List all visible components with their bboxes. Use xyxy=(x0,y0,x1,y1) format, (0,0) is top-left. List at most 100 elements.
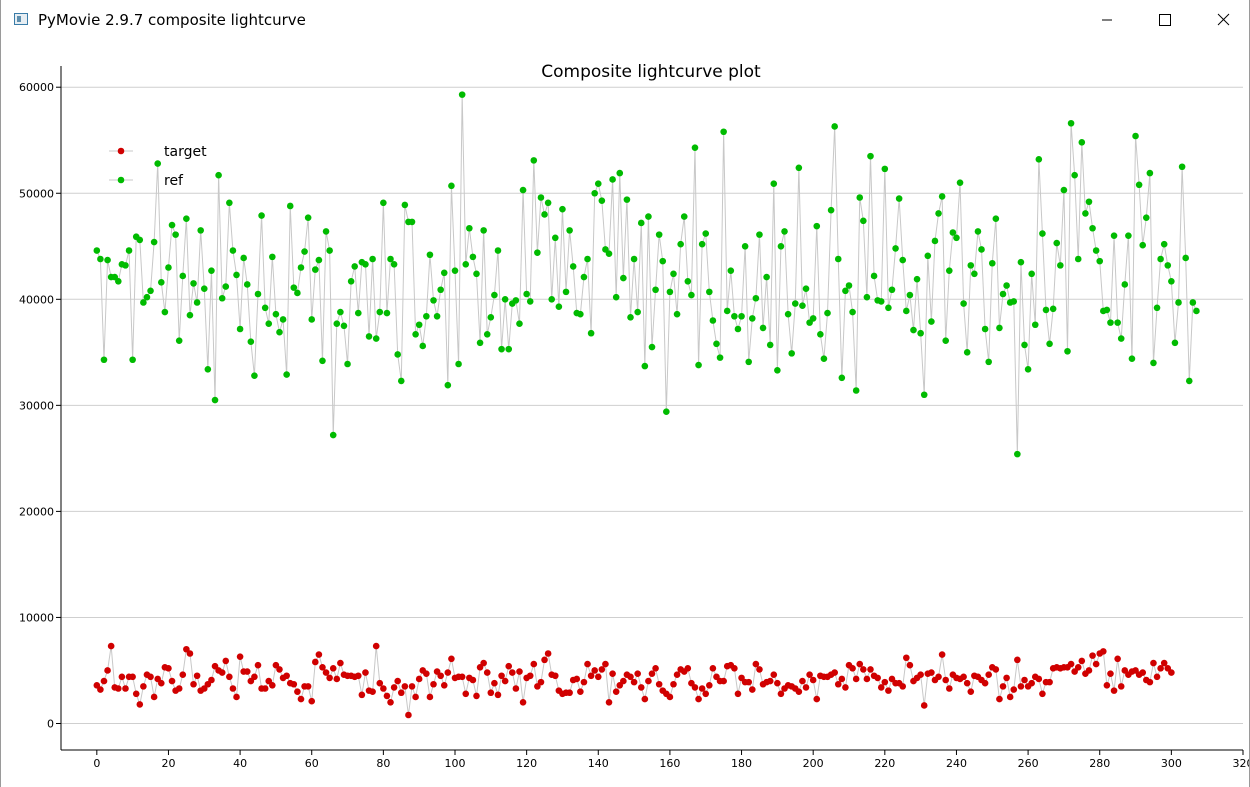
data-point-target xyxy=(1150,659,1157,667)
data-point-ref xyxy=(1107,319,1114,326)
data-point-ref xyxy=(706,288,713,296)
data-point-target xyxy=(655,680,663,688)
data-point-ref xyxy=(1074,255,1082,263)
data-point-ref xyxy=(1103,306,1111,314)
data-point-ref xyxy=(627,314,634,321)
data-point-target xyxy=(526,672,534,680)
data-point-ref xyxy=(351,263,359,270)
data-point-ref xyxy=(1039,230,1046,237)
data-point-ref xyxy=(777,242,785,250)
data-point-ref xyxy=(337,308,344,316)
data-point-ref xyxy=(856,194,864,201)
data-point-target xyxy=(1021,676,1028,684)
data-point-ref xyxy=(419,342,427,350)
data-point-ref xyxy=(1164,262,1172,269)
data-point-ref xyxy=(183,215,190,223)
data-point-target xyxy=(620,677,627,685)
data-point-target xyxy=(612,688,620,695)
data-point-target xyxy=(308,697,316,705)
data-point-ref xyxy=(165,264,172,271)
data-point-ref xyxy=(1096,257,1104,265)
data-point-ref xyxy=(1071,171,1078,179)
data-point-ref xyxy=(426,251,434,259)
data-point-target xyxy=(802,684,810,691)
data-point-target xyxy=(573,675,581,683)
data-point-ref xyxy=(1085,198,1093,206)
data-point-ref xyxy=(1057,262,1064,269)
data-point-ref xyxy=(709,317,717,324)
x-tick-label: 100 xyxy=(445,757,466,770)
data-point-ref xyxy=(910,326,917,334)
data-point-ref xyxy=(623,196,631,203)
data-point-ref xyxy=(748,315,756,322)
data-point-ref xyxy=(423,312,430,320)
data-point-ref xyxy=(380,199,387,207)
data-point-ref xyxy=(677,240,684,248)
data-point-target xyxy=(1078,657,1086,665)
data-point-ref xyxy=(175,337,183,344)
data-point-target xyxy=(458,673,466,681)
data-point-ref xyxy=(698,240,706,248)
data-point-ref xyxy=(928,318,935,325)
data-point-ref xyxy=(97,255,104,263)
data-point-target xyxy=(799,677,806,685)
data-point-ref xyxy=(741,242,749,250)
data-point-ref xyxy=(487,314,495,321)
data-point-target xyxy=(945,685,953,692)
window-title: PyMovie 2.9.7 composite lightcurve xyxy=(38,11,306,29)
data-point-target xyxy=(243,668,251,675)
data-point-ref xyxy=(440,269,448,277)
maximize-button[interactable] xyxy=(1136,0,1194,40)
data-point-ref xyxy=(630,255,638,263)
data-point-ref xyxy=(913,275,921,283)
data-point-ref xyxy=(1132,132,1139,140)
data-point-target xyxy=(397,689,405,697)
data-point-ref xyxy=(104,256,111,264)
data-point-target xyxy=(1153,673,1161,681)
data-point-ref xyxy=(680,213,688,220)
data-point-target xyxy=(233,693,240,701)
data-point-ref xyxy=(1031,321,1039,329)
data-point-ref xyxy=(329,431,337,439)
data-point-ref xyxy=(1042,306,1050,314)
data-point-ref xyxy=(784,310,792,318)
data-point-ref xyxy=(301,248,308,255)
data-point-target xyxy=(440,682,448,689)
data-point-ref xyxy=(204,365,212,373)
data-point-target xyxy=(118,673,126,681)
data-point-ref xyxy=(935,210,942,217)
data-point-ref xyxy=(251,372,258,379)
data-point-ref xyxy=(795,164,803,172)
data-point-ref xyxy=(1010,298,1018,305)
data-point-target xyxy=(637,684,645,691)
data-point-target xyxy=(1014,656,1021,664)
data-point-target xyxy=(140,683,147,690)
data-point-ref xyxy=(466,224,473,232)
data-point-target xyxy=(208,676,215,684)
data-point-ref xyxy=(774,367,781,374)
data-point-ref xyxy=(971,270,978,278)
x-tick-label: 140 xyxy=(588,757,609,770)
data-point-target xyxy=(519,698,527,706)
data-point-ref xyxy=(756,231,763,238)
series-target xyxy=(93,642,1175,719)
data-point-ref xyxy=(254,290,262,298)
data-point-ref xyxy=(885,304,892,312)
data-point-ref xyxy=(448,182,455,190)
data-point-ref xyxy=(612,293,620,301)
data-point-ref xyxy=(304,214,312,221)
data-point-ref xyxy=(412,330,419,338)
data-point-target xyxy=(505,662,513,670)
title-bar[interactable]: PyMovie 2.9.7 composite lightcurve xyxy=(1,0,1249,40)
data-point-ref xyxy=(462,261,470,268)
data-point-target xyxy=(602,660,609,668)
data-point-ref xyxy=(494,247,502,254)
data-point-ref xyxy=(115,277,122,285)
close-button[interactable] xyxy=(1194,0,1250,40)
legend-label: ref xyxy=(164,173,184,189)
x-tick-label: 320 xyxy=(1233,757,1250,770)
data-point-ref xyxy=(924,252,932,260)
data-point-ref xyxy=(931,237,939,245)
minimize-button[interactable] xyxy=(1078,0,1136,40)
data-point-target xyxy=(877,684,885,691)
